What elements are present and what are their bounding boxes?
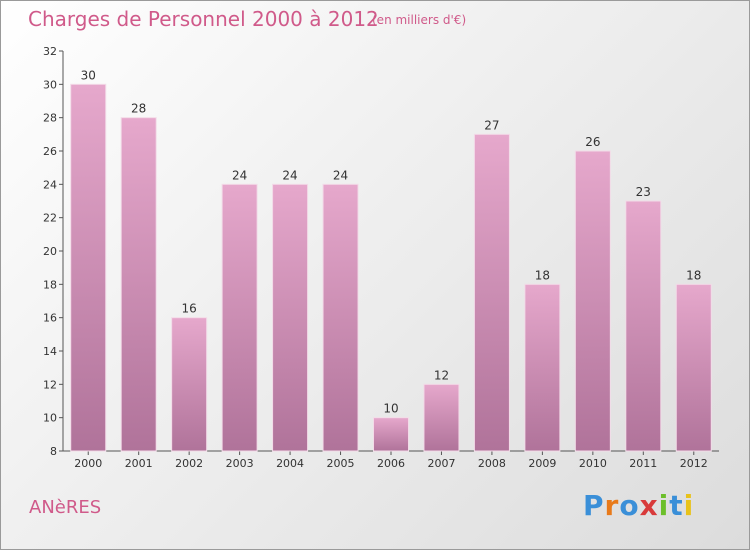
y-tick-label: 14 — [43, 345, 57, 358]
bar-2004 — [272, 183, 309, 452]
x-tick-label: 2002 — [175, 457, 203, 470]
bar-value-label: 24 — [333, 168, 348, 182]
bar-value-label: 27 — [484, 118, 499, 132]
y-tick-label: 10 — [43, 412, 57, 425]
y-tick-label: 12 — [43, 378, 57, 391]
bar-value-label: 28 — [131, 102, 146, 116]
proxiti-logo[interactable]: Proxiti — [583, 489, 694, 522]
x-tick-label: 2011 — [629, 457, 657, 470]
bar-value-label: 24 — [282, 168, 297, 182]
bar-value-label: 18 — [686, 268, 701, 282]
logo-letter: i — [683, 489, 695, 522]
x-tick-label: 2006 — [377, 457, 405, 470]
bar-value-labels: 30 28 16 24 24 24 10 12 27 18 26 23 18 — [81, 68, 702, 415]
logo-letter: x — [639, 489, 659, 522]
x-tick-label: 2008 — [478, 457, 506, 470]
y-tick-label: 16 — [43, 312, 57, 325]
logo-letter: r — [604, 489, 620, 522]
x-tick-label: 2000 — [74, 457, 102, 470]
bar-2006 — [373, 417, 409, 452]
y-tick-label: 22 — [43, 212, 57, 225]
x-tick-label: 2012 — [680, 457, 708, 470]
y-tick-label: 28 — [43, 112, 57, 125]
y-tick-label: 18 — [43, 278, 57, 291]
bars — [70, 83, 712, 452]
x-tick-label: 2009 — [528, 457, 556, 470]
logo-letter: P — [583, 489, 605, 522]
place-name: ANèRES — [29, 497, 102, 518]
chart-subtitle: (en milliers d'€) — [372, 13, 467, 27]
bar-2002 — [171, 317, 208, 452]
chart-title: Charges de Personnel 2000 à 2012 — [28, 7, 379, 31]
y-tick-label: 20 — [43, 245, 57, 258]
x-tick-label: 2007 — [427, 457, 455, 470]
bar-value-label: 16 — [182, 302, 197, 316]
y-tick-label: 8 — [50, 445, 57, 458]
x-tick-label: 2005 — [327, 457, 355, 470]
bar-value-label: 26 — [585, 135, 600, 149]
bar-value-label: 23 — [636, 185, 651, 199]
bar-value-label: 12 — [434, 368, 449, 382]
bar-2012 — [675, 283, 712, 452]
y-axis: 8 10 12 14 16 18 20 22 24 26 28 30 32 — [43, 45, 64, 458]
logo-letter: o — [619, 489, 640, 522]
bar-2005 — [322, 183, 359, 452]
bar-2001 — [120, 117, 157, 452]
x-tick-label: 2001 — [125, 457, 153, 470]
bar-value-label: 18 — [535, 268, 550, 282]
x-axis: 2000 2001 2002 2003 2004 2005 2006 2007 2008 2009… — [63, 450, 719, 470]
y-tick-label: 30 — [43, 78, 57, 91]
bar-value-label: 10 — [383, 402, 398, 416]
y-tick-label: 24 — [43, 178, 57, 191]
bar-2007 — [423, 383, 460, 452]
y-tick-label: 32 — [43, 45, 57, 58]
bar-2003 — [221, 183, 258, 452]
logo-letter: i — [658, 489, 670, 522]
x-tick-label: 2010 — [579, 457, 607, 470]
bar-2010 — [574, 150, 611, 452]
y-tick-label: 26 — [43, 145, 57, 158]
x-tick-label: 2004 — [276, 457, 304, 470]
bar-2008 — [473, 133, 510, 452]
bar-value-label: 24 — [232, 168, 247, 182]
x-tick-label: 2003 — [226, 457, 254, 470]
bar-2009 — [524, 283, 561, 452]
bar-2000 — [70, 83, 107, 452]
bar-value-label: 30 — [81, 68, 96, 82]
bar-2011 — [625, 200, 662, 452]
logo-letter: t — [669, 489, 684, 522]
